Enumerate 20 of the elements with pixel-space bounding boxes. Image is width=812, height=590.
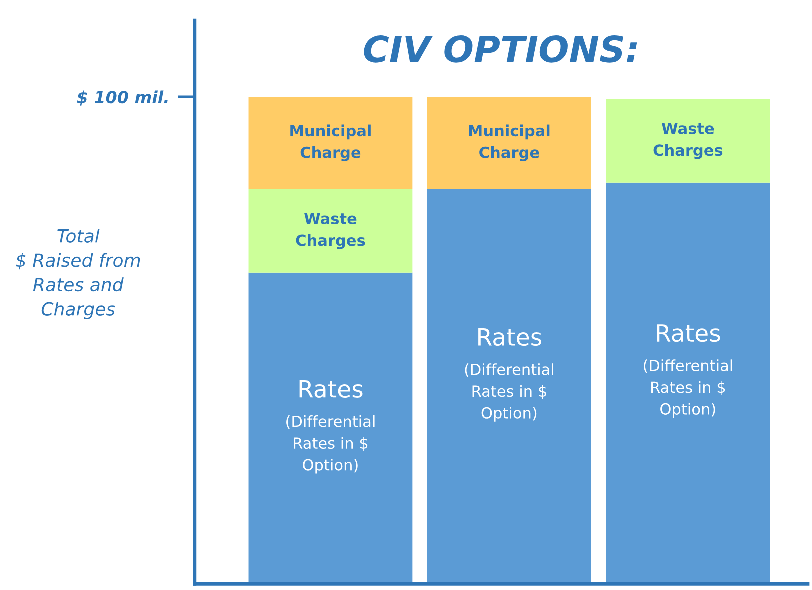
text: Rates — [657, 324, 720, 342]
bar — [248, 272, 413, 584]
series-label: Municipal Charge — [290, 124, 371, 162]
series-label: Waste Charges — [296, 213, 366, 250]
text: Waste Charges — [654, 123, 723, 160]
annotation: (Differential Rates in $ Option) — [644, 360, 732, 418]
text: Municipal Charge — [469, 124, 550, 162]
bar — [248, 97, 413, 190]
bar — [428, 97, 592, 190]
annotation: (Differential Rates in $ Option) — [465, 364, 554, 422]
series-label: Rates — [478, 328, 542, 346]
bar — [606, 182, 770, 584]
bar — [428, 189, 592, 584]
text: Rates — [300, 380, 363, 398]
annotation: (Differential Rates in $ Option) — [286, 416, 375, 474]
text: $ 100 mil. — [77, 90, 168, 106]
y-axis-title: Total $ Raised from Rates and Charges — [16, 228, 140, 320]
chart-title: CIV OPTIONS: — [364, 36, 638, 63]
bar — [606, 99, 770, 183]
bar — [248, 189, 413, 273]
